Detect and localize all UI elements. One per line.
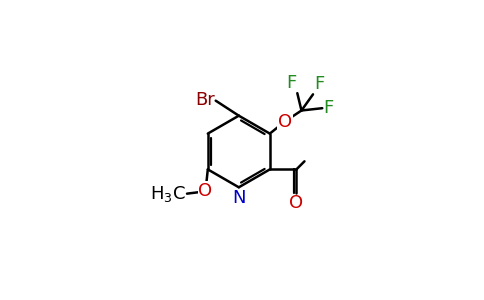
Text: H$_3$C: H$_3$C: [151, 184, 186, 204]
Text: F: F: [314, 75, 324, 93]
Text: O: O: [278, 112, 292, 130]
Text: F: F: [286, 74, 296, 92]
Text: O: O: [289, 194, 303, 212]
Text: Br: Br: [195, 91, 214, 109]
Text: F: F: [323, 99, 333, 117]
Text: O: O: [198, 182, 212, 200]
Text: N: N: [232, 189, 245, 207]
